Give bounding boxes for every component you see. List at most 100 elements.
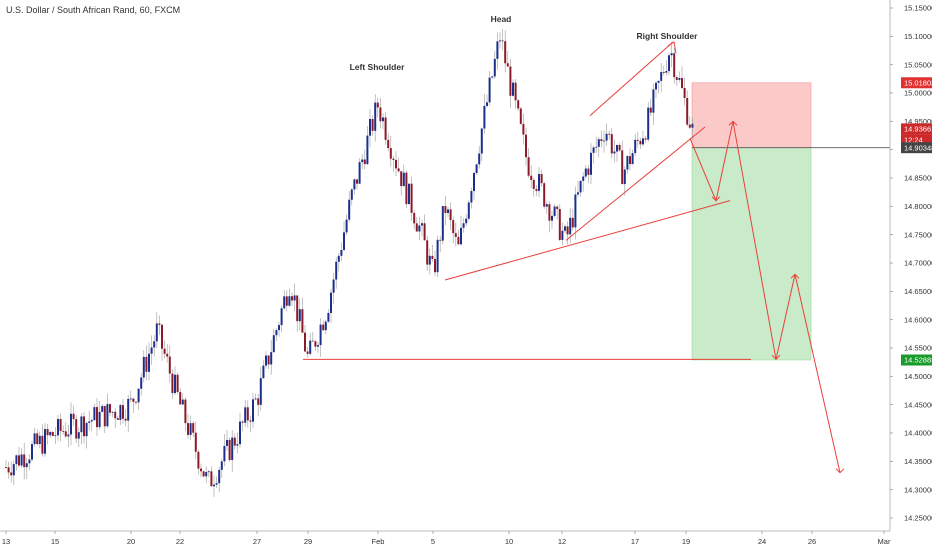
candle xyxy=(462,217,465,233)
candle xyxy=(540,169,543,187)
candle xyxy=(96,398,98,436)
price-tick-label: 15.05000 xyxy=(904,60,932,69)
take-profit-zone xyxy=(691,147,812,361)
candle xyxy=(51,430,54,437)
price-tick-label: 14.40000 xyxy=(904,429,932,438)
time-tick-label: Feb xyxy=(372,537,385,546)
candle xyxy=(109,403,111,417)
candle xyxy=(153,335,156,357)
candle xyxy=(15,454,18,471)
candle xyxy=(519,106,522,126)
arrow-head xyxy=(790,273,800,279)
candle xyxy=(605,123,608,146)
candle xyxy=(610,128,613,159)
candle xyxy=(202,470,205,478)
candle xyxy=(309,333,312,356)
candle xyxy=(686,90,689,127)
candle xyxy=(587,164,590,183)
candle xyxy=(579,180,582,197)
candle xyxy=(530,165,533,189)
candle xyxy=(114,408,117,429)
candle xyxy=(20,448,23,468)
candle xyxy=(577,180,579,197)
candle xyxy=(668,52,670,76)
candle xyxy=(233,433,236,450)
candle xyxy=(623,165,626,196)
price-badge-label: 14.52883 xyxy=(904,356,932,365)
arrow-head xyxy=(835,468,845,474)
candle xyxy=(194,421,197,459)
candle xyxy=(350,188,353,206)
candle xyxy=(431,244,434,262)
price-tick-label: 14.35000 xyxy=(904,457,932,466)
candle xyxy=(189,415,192,440)
candle xyxy=(512,79,514,97)
candle xyxy=(111,411,114,418)
candle xyxy=(174,366,176,395)
candle xyxy=(496,32,499,70)
candle xyxy=(454,222,457,247)
candle xyxy=(561,222,564,246)
candle xyxy=(278,322,280,337)
candle xyxy=(226,429,228,452)
candle xyxy=(314,339,317,351)
pattern-label: Head xyxy=(491,14,512,24)
candle xyxy=(379,97,382,129)
candle xyxy=(280,305,283,333)
candle xyxy=(236,432,239,454)
candle xyxy=(80,413,83,445)
candle xyxy=(181,393,184,405)
candle xyxy=(556,205,559,220)
pattern-annotations: Left Shoulder Head Right Shoulder xyxy=(350,14,699,72)
candle xyxy=(265,351,267,369)
candle xyxy=(330,288,332,324)
candle xyxy=(652,83,655,125)
candle xyxy=(525,127,527,166)
candle xyxy=(192,420,195,438)
price-tick-label: 14.70000 xyxy=(904,259,932,268)
candle xyxy=(457,229,460,245)
candle xyxy=(267,354,270,369)
candle xyxy=(675,75,678,86)
candle xyxy=(527,148,530,178)
price-badge: 12:24 xyxy=(901,134,932,146)
candle xyxy=(49,430,52,439)
price-tick-label: 15.10000 xyxy=(904,32,932,41)
price-tick-label: 14.45000 xyxy=(904,400,932,409)
candle xyxy=(509,58,512,108)
candle xyxy=(218,466,221,493)
candle xyxy=(634,133,637,157)
candle xyxy=(70,402,72,446)
candle xyxy=(72,405,75,426)
candle xyxy=(12,460,15,486)
candle xyxy=(647,102,650,142)
candle xyxy=(213,475,215,497)
time-tick-label: 24 xyxy=(758,537,766,546)
candle xyxy=(670,41,673,68)
candle xyxy=(262,360,265,380)
candle xyxy=(639,137,642,149)
price-badge-label: 15.01803 xyxy=(904,78,932,87)
time-tick-label: 22 xyxy=(176,537,184,546)
candle xyxy=(28,454,31,471)
candle xyxy=(618,142,621,152)
candle xyxy=(228,437,231,462)
candle xyxy=(317,341,319,353)
candle xyxy=(626,154,629,174)
time-tick-label: 10 xyxy=(505,537,513,546)
stop-loss-zone xyxy=(691,82,812,148)
candle xyxy=(166,344,169,363)
candle xyxy=(163,340,166,359)
candle xyxy=(122,399,124,424)
candle xyxy=(480,127,483,162)
candle xyxy=(257,393,260,417)
candle xyxy=(332,273,335,304)
candle xyxy=(85,421,88,449)
candle xyxy=(395,150,397,177)
time-tick-label: 26 xyxy=(808,537,816,546)
candle xyxy=(444,195,447,226)
candle xyxy=(335,257,338,289)
